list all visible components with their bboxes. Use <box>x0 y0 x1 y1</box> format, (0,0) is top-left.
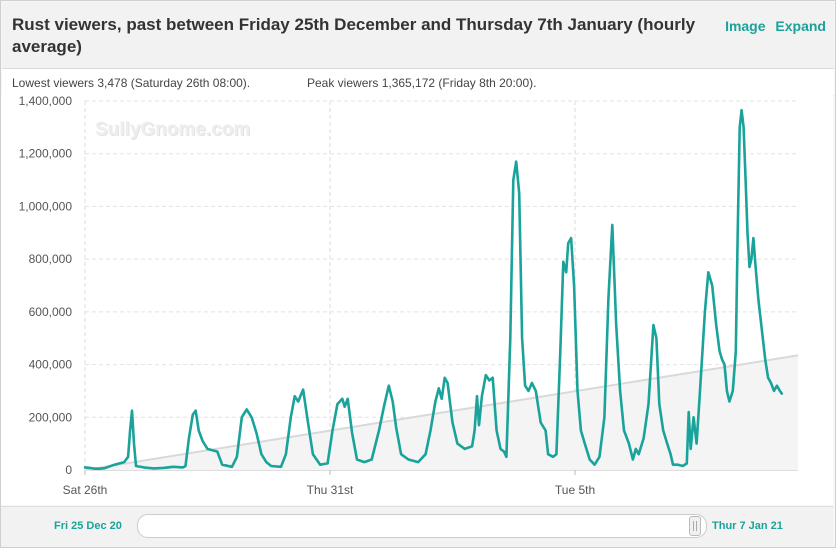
watermark-logo: SullyGnome.com <box>95 119 251 140</box>
y-tick-label: 800,000 <box>29 252 73 266</box>
y-tick-label: 0 <box>65 463 72 477</box>
series-layer <box>83 108 784 471</box>
chart-header: Rust viewers, past between Friday 25th D… <box>2 2 834 69</box>
expand-link[interactable]: Expand <box>775 18 826 34</box>
viewer-stats-bar: Lowest viewers 3,478 (Saturday 26th 08:0… <box>2 69 834 96</box>
range-end-label: Thur 7 Jan 21 <box>712 520 783 532</box>
y-tick-label: 1,200,000 <box>19 147 73 161</box>
x-tick-label: Sat 26th <box>63 483 108 497</box>
y-axis-labels: 0 200,000 400,000 600,000 800,000 1,000,000 1,… <box>19 94 73 477</box>
lowest-viewers-text: Lowest viewers 3,478 (Saturday 26th 08:0… <box>12 76 251 90</box>
y-tick-label: 400,000 <box>29 358 73 372</box>
header-links: Image Expand <box>719 18 826 34</box>
line-chart[interactable]: 0 200,000 400,000 600,000 800,000 1,000,000 1,… <box>1 94 833 505</box>
y-tick-label: 600,000 <box>29 305 73 319</box>
chart-area[interactable]: 0 200,000 400,000 600,000 800,000 1,000,000 1,… <box>1 94 833 505</box>
trend-layer <box>84 354 799 471</box>
y-tick-label: 200,000 <box>29 410 73 424</box>
trend-line <box>84 354 799 471</box>
x-tick-label: Tue 5th <box>555 483 595 497</box>
range-start-label: Fri 25 Dec 20 <box>54 520 122 532</box>
x-axis-labels: Sat 26th Thu 31st Tue 5th <box>63 483 596 497</box>
peak-viewers-text: Peak viewers 1,365,172 (Friday 8th 20:00… <box>307 76 537 90</box>
range-slider-handle[interactable] <box>689 516 701 536</box>
viewers-series-line <box>83 108 784 471</box>
range-slider[interactable] <box>137 514 707 538</box>
range-navigator: Fri 25 Dec 20 Thur 7 Jan 21 <box>1 506 833 547</box>
x-tick-label: Thu 31st <box>307 483 354 497</box>
y-tick-label: 1,400,000 <box>19 95 73 108</box>
image-link[interactable]: Image <box>725 18 766 34</box>
y-tick-label: 1,000,000 <box>19 199 73 213</box>
chart-title: Rust viewers, past between Friday 25th D… <box>12 15 696 56</box>
